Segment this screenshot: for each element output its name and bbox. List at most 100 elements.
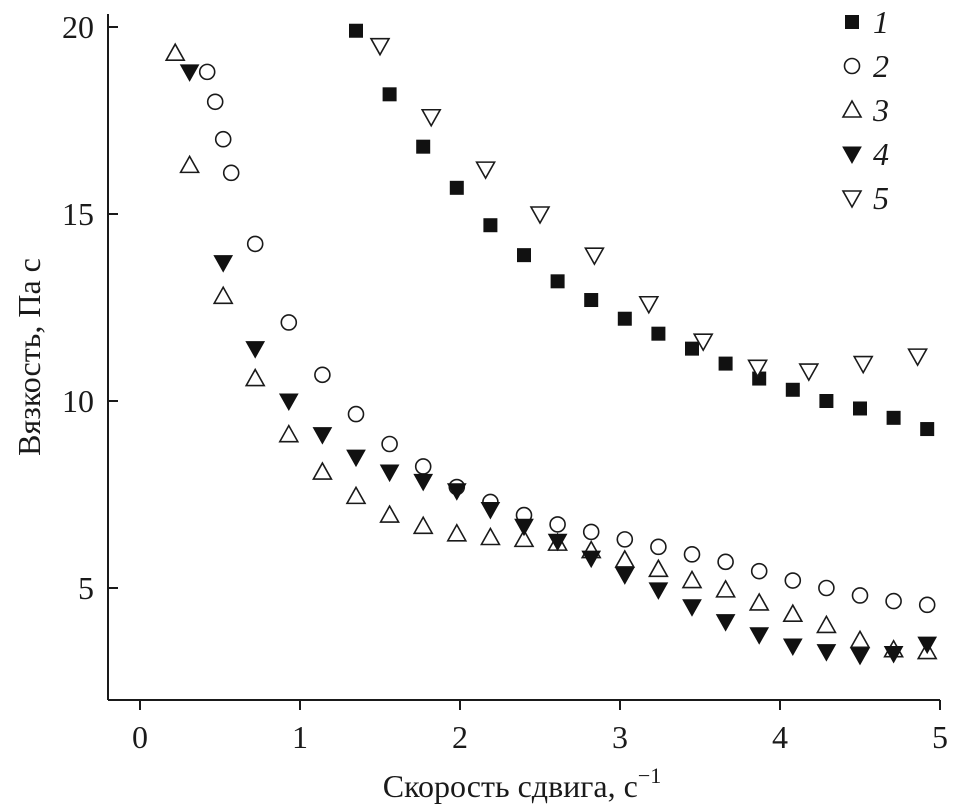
legend-item: 5 <box>841 180 889 216</box>
data-point <box>549 516 566 533</box>
data-point <box>648 558 669 578</box>
data-point <box>582 523 600 541</box>
data-point <box>413 473 434 492</box>
data-point <box>648 582 669 600</box>
y-tick-label: 15 <box>62 196 94 232</box>
data-point <box>213 255 234 273</box>
data-point <box>616 531 634 548</box>
series-4 <box>179 64 938 666</box>
data-point <box>246 235 264 253</box>
x-tick-label: 1 <box>292 719 308 755</box>
x-axis-title-superscript: −1 <box>638 763 661 788</box>
data-point <box>280 314 298 331</box>
x-tick-label: 3 <box>612 719 628 755</box>
data-point <box>513 528 535 548</box>
data-point <box>581 550 602 569</box>
data-point <box>475 161 496 180</box>
data-point <box>918 596 936 614</box>
data-point <box>584 293 599 308</box>
data-point <box>750 562 768 580</box>
data-point <box>179 154 200 174</box>
x-tick-label: 0 <box>132 719 148 755</box>
data-point <box>748 592 770 611</box>
data-point <box>717 553 734 571</box>
data-point <box>747 359 768 378</box>
axes <box>107 14 940 701</box>
data-point <box>517 248 531 263</box>
x-tick-label: 2 <box>452 719 468 755</box>
legend-item: 4 <box>842 136 889 172</box>
data-point <box>382 87 397 102</box>
data-point <box>617 311 632 326</box>
data-point <box>446 483 467 501</box>
legend-label: 2 <box>873 48 889 84</box>
data-point <box>547 533 568 552</box>
legend-marker <box>841 190 863 209</box>
data-point <box>920 422 935 437</box>
data-point <box>782 638 803 656</box>
data-point <box>851 587 869 604</box>
data-point <box>206 93 224 111</box>
data-point <box>651 326 666 341</box>
data-point <box>278 393 299 412</box>
data-point <box>381 435 398 453</box>
data-point <box>819 394 834 408</box>
legend-marker <box>845 15 859 29</box>
legend-marker <box>842 146 862 165</box>
x-tick-label: 5 <box>932 719 948 755</box>
data-point <box>312 427 333 445</box>
data-point <box>614 549 636 568</box>
data-point <box>907 348 928 367</box>
data-point <box>650 538 667 556</box>
y-tick-label: 10 <box>62 383 94 419</box>
ticks: 0 1 2 3 4 5 5 10 15 20 <box>62 9 948 755</box>
data-point <box>816 614 837 634</box>
y-tick-label: 5 <box>78 570 94 606</box>
data-point <box>681 569 703 589</box>
data-point <box>852 355 874 375</box>
legend-label: 5 <box>873 180 889 216</box>
series-5 <box>369 37 928 382</box>
data-point <box>245 341 266 359</box>
data-point <box>312 461 333 480</box>
data-point <box>346 449 366 468</box>
data-point <box>416 139 431 154</box>
data-point <box>685 341 699 356</box>
series-2 <box>198 63 936 614</box>
data-point <box>784 572 802 589</box>
data-point <box>614 567 635 585</box>
x-axis-title-text: Скорость сдвига, с <box>383 768 638 804</box>
data-point <box>683 546 701 563</box>
legend-label: 4 <box>873 136 889 172</box>
data-point <box>692 333 714 352</box>
data-point <box>483 218 498 233</box>
legend-marker <box>841 99 863 118</box>
data-point <box>420 108 442 128</box>
data-point <box>638 295 660 315</box>
data-point <box>198 63 216 81</box>
data-point <box>449 180 464 195</box>
data-point <box>749 627 770 645</box>
data-point <box>584 247 605 266</box>
data-point <box>514 518 534 537</box>
data-point <box>550 274 565 289</box>
data-point <box>222 164 240 182</box>
y-tick-label: 20 <box>62 9 94 45</box>
data-point <box>782 603 804 622</box>
data-point <box>446 523 468 542</box>
data-point <box>798 363 820 382</box>
data-point <box>349 23 363 38</box>
data-point <box>816 644 837 662</box>
y-axis-title: Вязкость, Па с <box>11 258 47 456</box>
data-point <box>883 645 904 664</box>
data-point <box>715 614 736 632</box>
data-point <box>214 130 232 148</box>
series-3 <box>164 42 938 660</box>
data-point <box>412 515 434 535</box>
data-point <box>917 636 938 655</box>
data-point <box>718 356 733 371</box>
series-1 <box>349 23 935 437</box>
legend-item: 3 <box>841 92 889 128</box>
data-point <box>849 629 871 649</box>
data-point <box>379 464 400 483</box>
